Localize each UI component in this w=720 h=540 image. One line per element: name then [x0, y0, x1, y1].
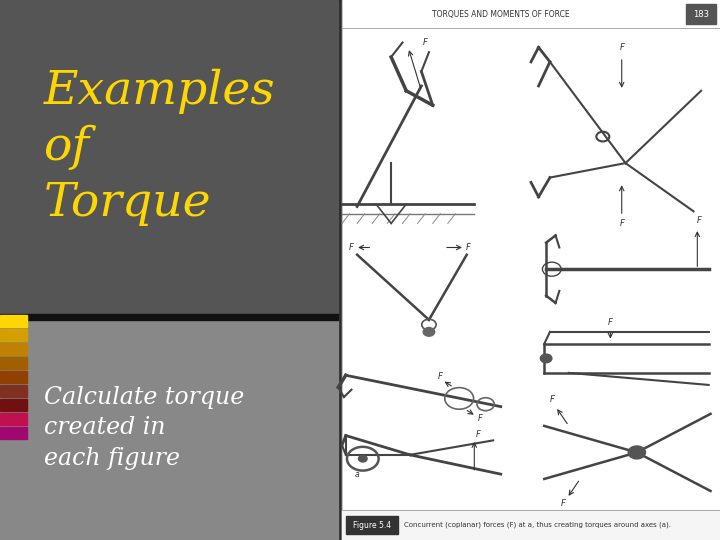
- Text: F: F: [423, 38, 428, 47]
- Text: a: a: [355, 470, 359, 478]
- Bar: [0, 371, 27, 383]
- Circle shape: [540, 354, 552, 363]
- Text: F: F: [619, 43, 624, 52]
- Bar: [0, 357, 27, 369]
- Circle shape: [423, 328, 435, 336]
- Bar: [0, 0, 338, 316]
- Text: Figure 5.4: Figure 5.4: [354, 521, 391, 530]
- Text: F: F: [561, 498, 566, 508]
- Text: 183: 183: [693, 10, 709, 18]
- Bar: [346, 516, 398, 534]
- Text: Examples
of
Torque: Examples of Torque: [44, 69, 276, 226]
- Text: F: F: [549, 395, 554, 404]
- Text: F: F: [619, 219, 624, 228]
- Bar: [686, 4, 716, 24]
- Text: F: F: [476, 430, 480, 438]
- Text: F: F: [349, 243, 354, 252]
- Bar: [0, 413, 27, 425]
- Text: F: F: [697, 217, 702, 226]
- Text: F: F: [477, 414, 482, 423]
- Bar: [0, 316, 338, 540]
- Text: F: F: [466, 243, 471, 252]
- Bar: [0, 314, 338, 320]
- Bar: [0, 343, 27, 355]
- Bar: [0, 385, 27, 397]
- Circle shape: [359, 455, 367, 462]
- Bar: [0, 399, 27, 411]
- Bar: [342, 0, 720, 540]
- Bar: [0, 315, 27, 327]
- Circle shape: [628, 446, 646, 459]
- Text: F: F: [608, 318, 613, 327]
- Bar: [0, 329, 27, 341]
- Text: Calculate torque
created in
each figure: Calculate torque created in each figure: [44, 386, 244, 470]
- Bar: [342, 510, 720, 540]
- Text: F: F: [438, 372, 443, 381]
- Text: Concurrent (coplanar) forces (F) at a, thus creating torques around axes (a).: Concurrent (coplanar) forces (F) at a, t…: [404, 522, 671, 529]
- Text: TORQUES AND MOMENTS OF FORCE: TORQUES AND MOMENTS OF FORCE: [432, 10, 570, 18]
- Bar: [0, 427, 27, 439]
